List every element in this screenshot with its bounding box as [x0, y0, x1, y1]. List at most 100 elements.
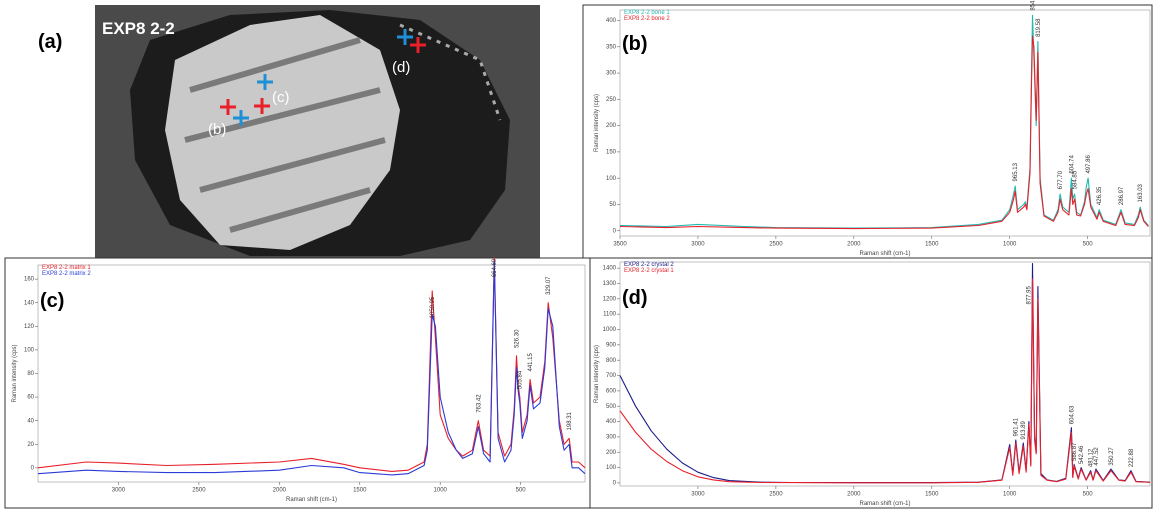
panel-label: (c) — [40, 290, 64, 312]
y-tick-label: 300 — [606, 434, 617, 440]
peak-label: 441.15 — [528, 352, 534, 371]
blue-cross — [233, 29, 413, 126]
y-tick-label: 100 — [606, 176, 617, 182]
y-tick-label: 1200 — [603, 296, 617, 302]
legend-entry: EXP8 2-2 bone 1 — [624, 10, 670, 16]
peak-label: 819.58 — [1036, 18, 1042, 37]
y-axis-label: Raman intensity (cps) — [12, 344, 18, 402]
peak-label: 854.72 — [1030, 0, 1036, 11]
peak-label: 763.42 — [476, 394, 482, 413]
sample-fragment — [165, 15, 400, 250]
panel-label: (d) — [622, 287, 648, 309]
x-tick-label: 2500 — [192, 488, 206, 494]
x-tick-label: 2000 — [273, 488, 287, 494]
x-tick-label: 3000 — [691, 242, 705, 248]
y-tick-label: 500 — [606, 404, 617, 410]
point-label: (b) — [208, 121, 226, 138]
peak-label: 877.95 — [1027, 285, 1033, 304]
y-tick-label: 100 — [24, 347, 35, 353]
x-tick-label: 2000 — [847, 492, 861, 498]
peak-label: 913.89 — [1021, 420, 1027, 439]
x-tick-label: 2500 — [769, 492, 783, 498]
y-tick-label: 1000 — [603, 327, 617, 333]
x-tick-label: 1500 — [925, 492, 939, 498]
y-tick-label: 150 — [606, 149, 617, 155]
x-tick-label: 2000 — [847, 242, 861, 248]
panel-frame — [589, 257, 1153, 509]
y-tick-label: 40 — [27, 418, 34, 424]
panel-label: (a) — [38, 31, 62, 53]
micrograph — [95, 5, 540, 258]
sample-name: EXP8 2-2 — [102, 19, 175, 38]
peak-label: 350.27 — [1109, 447, 1115, 466]
x-tick-label: 2500 — [769, 242, 783, 248]
x-tick-label: 3000 — [691, 492, 705, 498]
markers — [220, 29, 426, 126]
y-tick-label: 400 — [606, 18, 617, 24]
fracture — [184, 37, 386, 233]
spectrum-line — [619, 278, 1151, 484]
x-axis-label: Raman shift (cm-1) — [859, 501, 910, 507]
y-tick-label: 80 — [27, 371, 34, 377]
x-tick-label: 500 — [1083, 242, 1094, 248]
y-tick-label: 1300 — [603, 281, 617, 287]
x-tick-label: 1000 — [434, 488, 448, 494]
plot-area — [619, 9, 1151, 237]
y-tick-label: 60 — [27, 395, 34, 401]
legend-entry: EXP8 2-2 bone 2 — [624, 16, 670, 22]
legend-entry: EXP8 2-2 matrix 2 — [42, 271, 91, 277]
point-label: (c) — [272, 89, 290, 106]
peak-label: 426.35 — [1097, 186, 1103, 205]
x-tick-label: 500 — [516, 488, 527, 494]
y-tick-label: 700 — [606, 373, 617, 379]
y-tick-label: 160 — [24, 277, 35, 283]
y-tick-label: 1400 — [603, 266, 617, 272]
y-tick-label: 300 — [606, 71, 617, 77]
y-tick-label: 0 — [31, 465, 35, 471]
x-tick-label: 500 — [1083, 492, 1094, 498]
plot-area — [619, 261, 1151, 487]
peak-label: 542.46 — [1079, 445, 1085, 464]
peak-label: 604.63 — [1069, 405, 1075, 424]
y-axis-label: Raman intensity (cps) — [594, 345, 600, 403]
peak-label: 526.30 — [514, 329, 520, 348]
panel-frame — [582, 4, 1153, 259]
legend-entry: EXP8 2-2 crystal 1 — [624, 268, 674, 274]
y-tick-label: 900 — [606, 342, 617, 348]
spectrum-line — [37, 260, 586, 476]
y-tick-label: 20 — [27, 442, 34, 448]
y-tick-label: 250 — [606, 97, 617, 103]
y-tick-label: 800 — [606, 358, 617, 364]
y-tick-label: 200 — [606, 450, 617, 456]
peak-label: 447.52 — [1094, 447, 1100, 466]
peak-label: 1050.95 — [430, 296, 436, 318]
x-tick-label: 3000 — [112, 488, 126, 494]
peak-label: 198.31 — [567, 411, 573, 430]
x-axis-label: Raman shift (cm-1) — [859, 251, 910, 257]
x-tick-label: 1500 — [353, 488, 367, 494]
peak-label: 677.70 — [1058, 170, 1064, 189]
peak-label: 497.86 — [1086, 155, 1092, 174]
y-tick-label: 100 — [606, 465, 617, 471]
x-tick-label: 3500 — [613, 242, 627, 248]
x-tick-label: 1000 — [1003, 492, 1017, 498]
peak-label: 586.87 — [1072, 442, 1078, 461]
peak-label: 505.84 — [518, 370, 524, 389]
y-tick-label: 400 — [606, 419, 617, 425]
peak-label: 584.85 — [1072, 170, 1078, 189]
legend-entry: EXP8 2-2 crystal 2 — [624, 262, 674, 268]
y-tick-label: 200 — [606, 123, 617, 129]
y-tick-label: 350 — [606, 44, 617, 50]
panel-label: (b) — [622, 33, 648, 55]
y-tick-label: 0 — [613, 228, 617, 234]
spectrum-line — [619, 35, 1149, 230]
y-axis-label: Raman intensity (cps) — [594, 94, 600, 152]
y-tick-label: 120 — [24, 324, 35, 330]
y-tick-label: 0 — [613, 481, 617, 487]
y-tick-label: 140 — [24, 300, 35, 306]
red-cross — [220, 37, 426, 115]
peak-label: 481.12 — [1089, 448, 1095, 467]
peak-label: 604.74 — [1069, 155, 1075, 174]
panel-frame — [4, 257, 591, 509]
